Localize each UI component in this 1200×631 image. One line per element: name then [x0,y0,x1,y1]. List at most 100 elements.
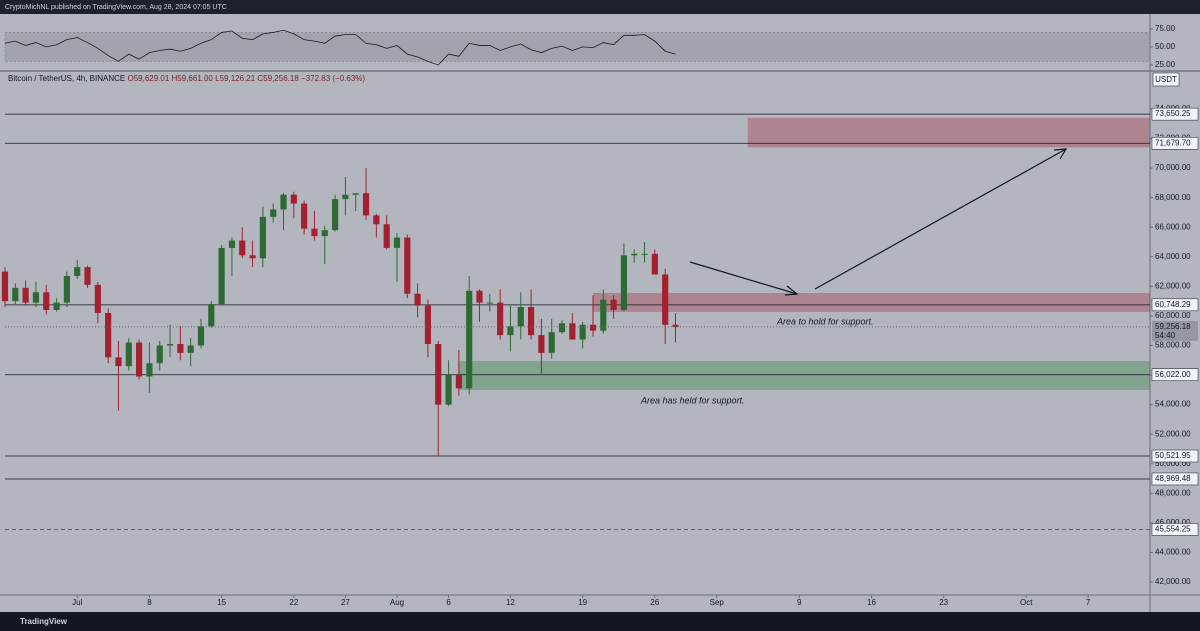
candle-body [321,230,328,237]
candle-body [641,253,648,255]
candle-body [414,293,421,306]
annotation: Area to hold for support. [776,316,874,326]
candle-body [579,324,586,340]
y-tick-label: 44,000.00 [1155,548,1191,557]
candle-body [208,304,215,327]
candle-body [435,343,442,405]
candle-body [383,224,390,248]
candle-body [125,342,132,367]
x-tick-label: 12 [506,598,515,607]
candle-body [662,274,669,325]
candle-body [527,307,535,336]
candle-body [466,290,473,389]
candle-body [239,240,246,256]
y-tick-label: 42,000.00 [1155,577,1191,586]
y-tick-label: 52,000.00 [1155,429,1191,438]
legend-change: −372.83 (−0.63%) [301,74,365,83]
candle-body [259,216,266,259]
y-tick-label: 70,000.00 [1155,163,1191,172]
level-label: 48,969.48 [1155,474,1191,483]
legend-high: H59,661.00 [172,74,214,83]
candle-body [476,290,483,303]
candle-body [22,287,29,303]
candle-body [455,375,462,389]
candle-body [270,209,277,217]
level-label-box [1151,472,1199,486]
candle-body [12,287,19,302]
level-label: 56,022.00 [1155,370,1191,379]
rsi-tick-label: 50.00 [1155,42,1176,51]
x-tick-label: 16 [867,598,876,607]
y-tick-label: 60,000.00 [1155,311,1191,320]
candle-body [342,194,349,200]
candle-body [569,323,576,340]
level-label-box [1151,449,1199,463]
candle-body [445,375,452,405]
top-bar [0,0,1200,14]
x-tick-label: Sep [710,598,725,607]
candle-body [63,275,70,303]
arrow [689,261,798,295]
y-tick-label: 68,000.00 [1155,193,1191,202]
x-tick-label: 27 [341,598,350,607]
candle-body [373,215,380,225]
candle-body [631,253,638,256]
candle-body [610,299,617,310]
x-tick-label: 19 [578,598,587,607]
candle-body [74,267,81,276]
candle-body [177,343,184,353]
annotation: Area has held for support. [640,395,745,405]
level-label: 45,554.25 [1155,525,1191,534]
candle-body [187,345,194,353]
plot: 42,000.00 44,000.00 46,000.00 48,000.00 50,0… [1,24,1199,607]
last-price-label: 59,256.18 [1155,322,1191,331]
symbol: Bitcoin / TetherUS, 4h, BINANCE [8,74,125,83]
currency: USDT [1155,75,1177,84]
x-tick-label: Aug [390,598,404,607]
y-tick-label: 48,000.00 [1155,488,1191,497]
x-tick-label: 9 [797,598,802,607]
candle-body [249,255,256,259]
y-tick-label: 66,000.00 [1155,222,1191,231]
candle-body [548,332,555,353]
publisher: CryptoMichNL published on TradingView.co… [5,4,227,11]
candle-body [146,363,153,377]
candle-body [43,292,50,310]
level-label: 73,650.25 [1155,109,1191,118]
candle-body [352,193,359,195]
x-tick-label: Oct [1020,598,1033,607]
candle-body [424,305,432,344]
candle-body [53,302,60,310]
candle-body [538,335,545,353]
candle-body [620,255,628,310]
candle-body [589,324,597,331]
candle-body [497,302,504,336]
candle-body [136,342,143,377]
level-label: 71,679.70 [1155,138,1191,147]
candle-body [197,326,205,346]
last-price-box [1152,320,1198,341]
x-tick-label: 7 [1086,598,1091,607]
candle-body [290,194,297,204]
level-label-box [1151,137,1199,150]
candle-body [1,271,9,302]
currency-box[interactable] [1152,72,1180,87]
candle-body [280,194,287,210]
candle-body [672,324,679,327]
x-tick-label: 23 [939,598,948,607]
x-tick-label: 26 [650,598,659,607]
legend: Bitcoin / TetherUS, 4h, BINANCE O59,629.… [8,74,365,83]
candle-body [486,302,493,304]
candle-body [362,193,370,216]
level-label-box [1151,368,1199,381]
x-tick-label: 6 [446,598,451,607]
zone [747,117,1150,148]
rsi-tick-label: 25.00 [1155,60,1176,69]
candle-body [651,253,658,275]
rsi-tick-label: 75.00 [1155,24,1176,33]
candle-body [115,357,122,367]
arrows [689,148,1068,296]
y-tick-label: 64,000.00 [1155,252,1191,261]
x-tick-label: 8 [147,598,152,607]
